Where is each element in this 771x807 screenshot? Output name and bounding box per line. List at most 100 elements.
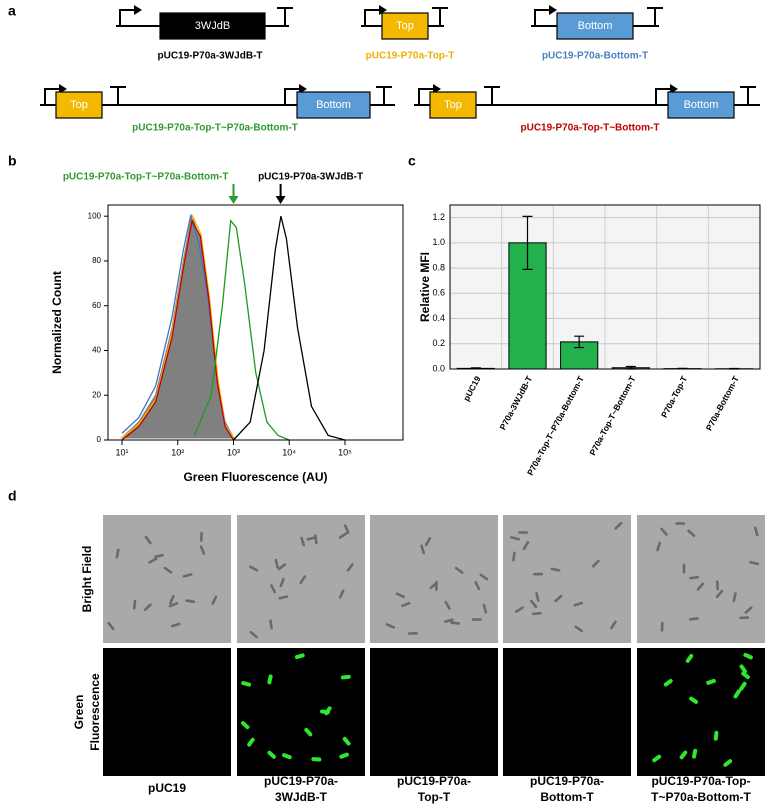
gene-label: Top — [444, 99, 462, 111]
cell — [739, 616, 750, 620]
construct-name: pUC19-P70a-Top-T~Bottom-T — [521, 123, 660, 134]
column-label: T~P70a-Bottom-T — [651, 790, 751, 804]
bar — [508, 242, 547, 370]
promoter — [418, 88, 435, 105]
terminator — [110, 86, 126, 105]
cell — [424, 537, 432, 547]
promoter — [284, 88, 301, 105]
cell — [199, 545, 206, 555]
cell — [522, 541, 530, 551]
cell — [338, 532, 348, 539]
x-tick-label: P70a-Top-T~Bottom-T — [587, 374, 638, 457]
green-cell — [282, 753, 292, 760]
annotation: pUC19-P70a-Top-T~P70a-Bottom-T — [63, 172, 229, 183]
histogram-line — [121, 214, 235, 439]
cell — [479, 573, 489, 581]
histogram-line — [121, 218, 235, 441]
promoter-arrow — [134, 5, 142, 15]
cell — [277, 563, 287, 571]
cell — [554, 594, 563, 603]
cell — [278, 595, 289, 600]
terminator — [432, 7, 448, 26]
cell — [443, 618, 454, 623]
cell — [385, 623, 396, 629]
y-tick-label: 100 — [88, 211, 102, 220]
cell — [454, 566, 464, 574]
cell — [148, 557, 158, 564]
fluorescence-image — [370, 648, 498, 776]
error-bar — [574, 335, 585, 349]
cell — [249, 630, 258, 639]
cell — [531, 611, 542, 616]
panel-label: a — [8, 3, 16, 19]
fluorescence-image — [103, 648, 231, 776]
y-tick-label: 0.8 — [432, 262, 445, 272]
x-tick-label: 10⁴ — [282, 447, 296, 457]
cell — [732, 592, 737, 603]
cell — [535, 591, 540, 602]
promoter — [44, 88, 61, 105]
y-tick-label: 1.2 — [432, 212, 445, 222]
cell — [696, 582, 705, 591]
bright-field-image — [370, 515, 498, 643]
green-cell — [723, 759, 733, 767]
column-label: pUC19-P70a- — [530, 774, 604, 788]
column-label: 3WJdB-T — [275, 790, 328, 804]
terminator — [277, 7, 293, 26]
fluorescence-image — [503, 648, 631, 776]
green-cell — [689, 696, 699, 704]
cell — [687, 529, 696, 538]
cell — [185, 599, 196, 604]
green-cell — [267, 750, 276, 759]
cell — [407, 632, 418, 635]
green-cell — [739, 664, 748, 674]
gene-box — [296, 91, 371, 119]
y-axis-label: Relative MFI — [418, 252, 432, 322]
cell — [610, 620, 617, 630]
y-tick-label: 0.6 — [432, 288, 445, 298]
terminator — [740, 86, 756, 105]
annotation-arrowhead — [228, 196, 239, 204]
column-label: pUC19-P70a-Top- — [651, 774, 750, 788]
cell — [269, 619, 273, 630]
construct-name: pUC19-P70a-Top-T — [366, 51, 455, 62]
gene-label: Bottom — [316, 99, 351, 111]
cell — [182, 573, 193, 578]
cell — [401, 601, 411, 608]
histogram-line — [233, 216, 346, 441]
cell — [749, 560, 760, 566]
column-label: pUC19-P70a- — [397, 774, 471, 788]
green-cell — [240, 721, 250, 730]
column-label: Top-T — [418, 790, 451, 804]
terminator — [647, 7, 663, 26]
x-tick-label: P70a-3WJdB-T — [497, 374, 534, 432]
construct-name: pUC19-P70a-3WJdB-T — [157, 51, 262, 62]
cell — [675, 522, 686, 525]
green-cell — [685, 653, 694, 663]
gene-box — [429, 91, 477, 119]
gene-label: Top — [70, 99, 88, 111]
panel-label: b — [8, 153, 17, 169]
y-tick-label: 0.0 — [432, 363, 445, 373]
cell — [274, 558, 279, 569]
cell — [450, 621, 461, 625]
gene-label: Bottom — [684, 99, 719, 111]
cell — [512, 551, 516, 562]
y-tick-label: 60 — [92, 301, 101, 310]
column-label: pUC19 — [148, 781, 186, 795]
cell — [168, 602, 179, 608]
cell — [132, 599, 137, 610]
x-tick-label: 10³ — [227, 447, 240, 457]
green-cell — [733, 689, 741, 699]
cell — [299, 575, 307, 585]
row-label: Green — [72, 695, 86, 730]
cell — [753, 526, 759, 537]
y-tick-label: 80 — [92, 256, 101, 265]
terminator — [376, 86, 392, 105]
gene-label: 3WJdB — [195, 20, 230, 32]
cell — [343, 524, 350, 534]
cell — [744, 606, 753, 614]
cell — [395, 592, 406, 599]
terminator — [484, 86, 500, 105]
